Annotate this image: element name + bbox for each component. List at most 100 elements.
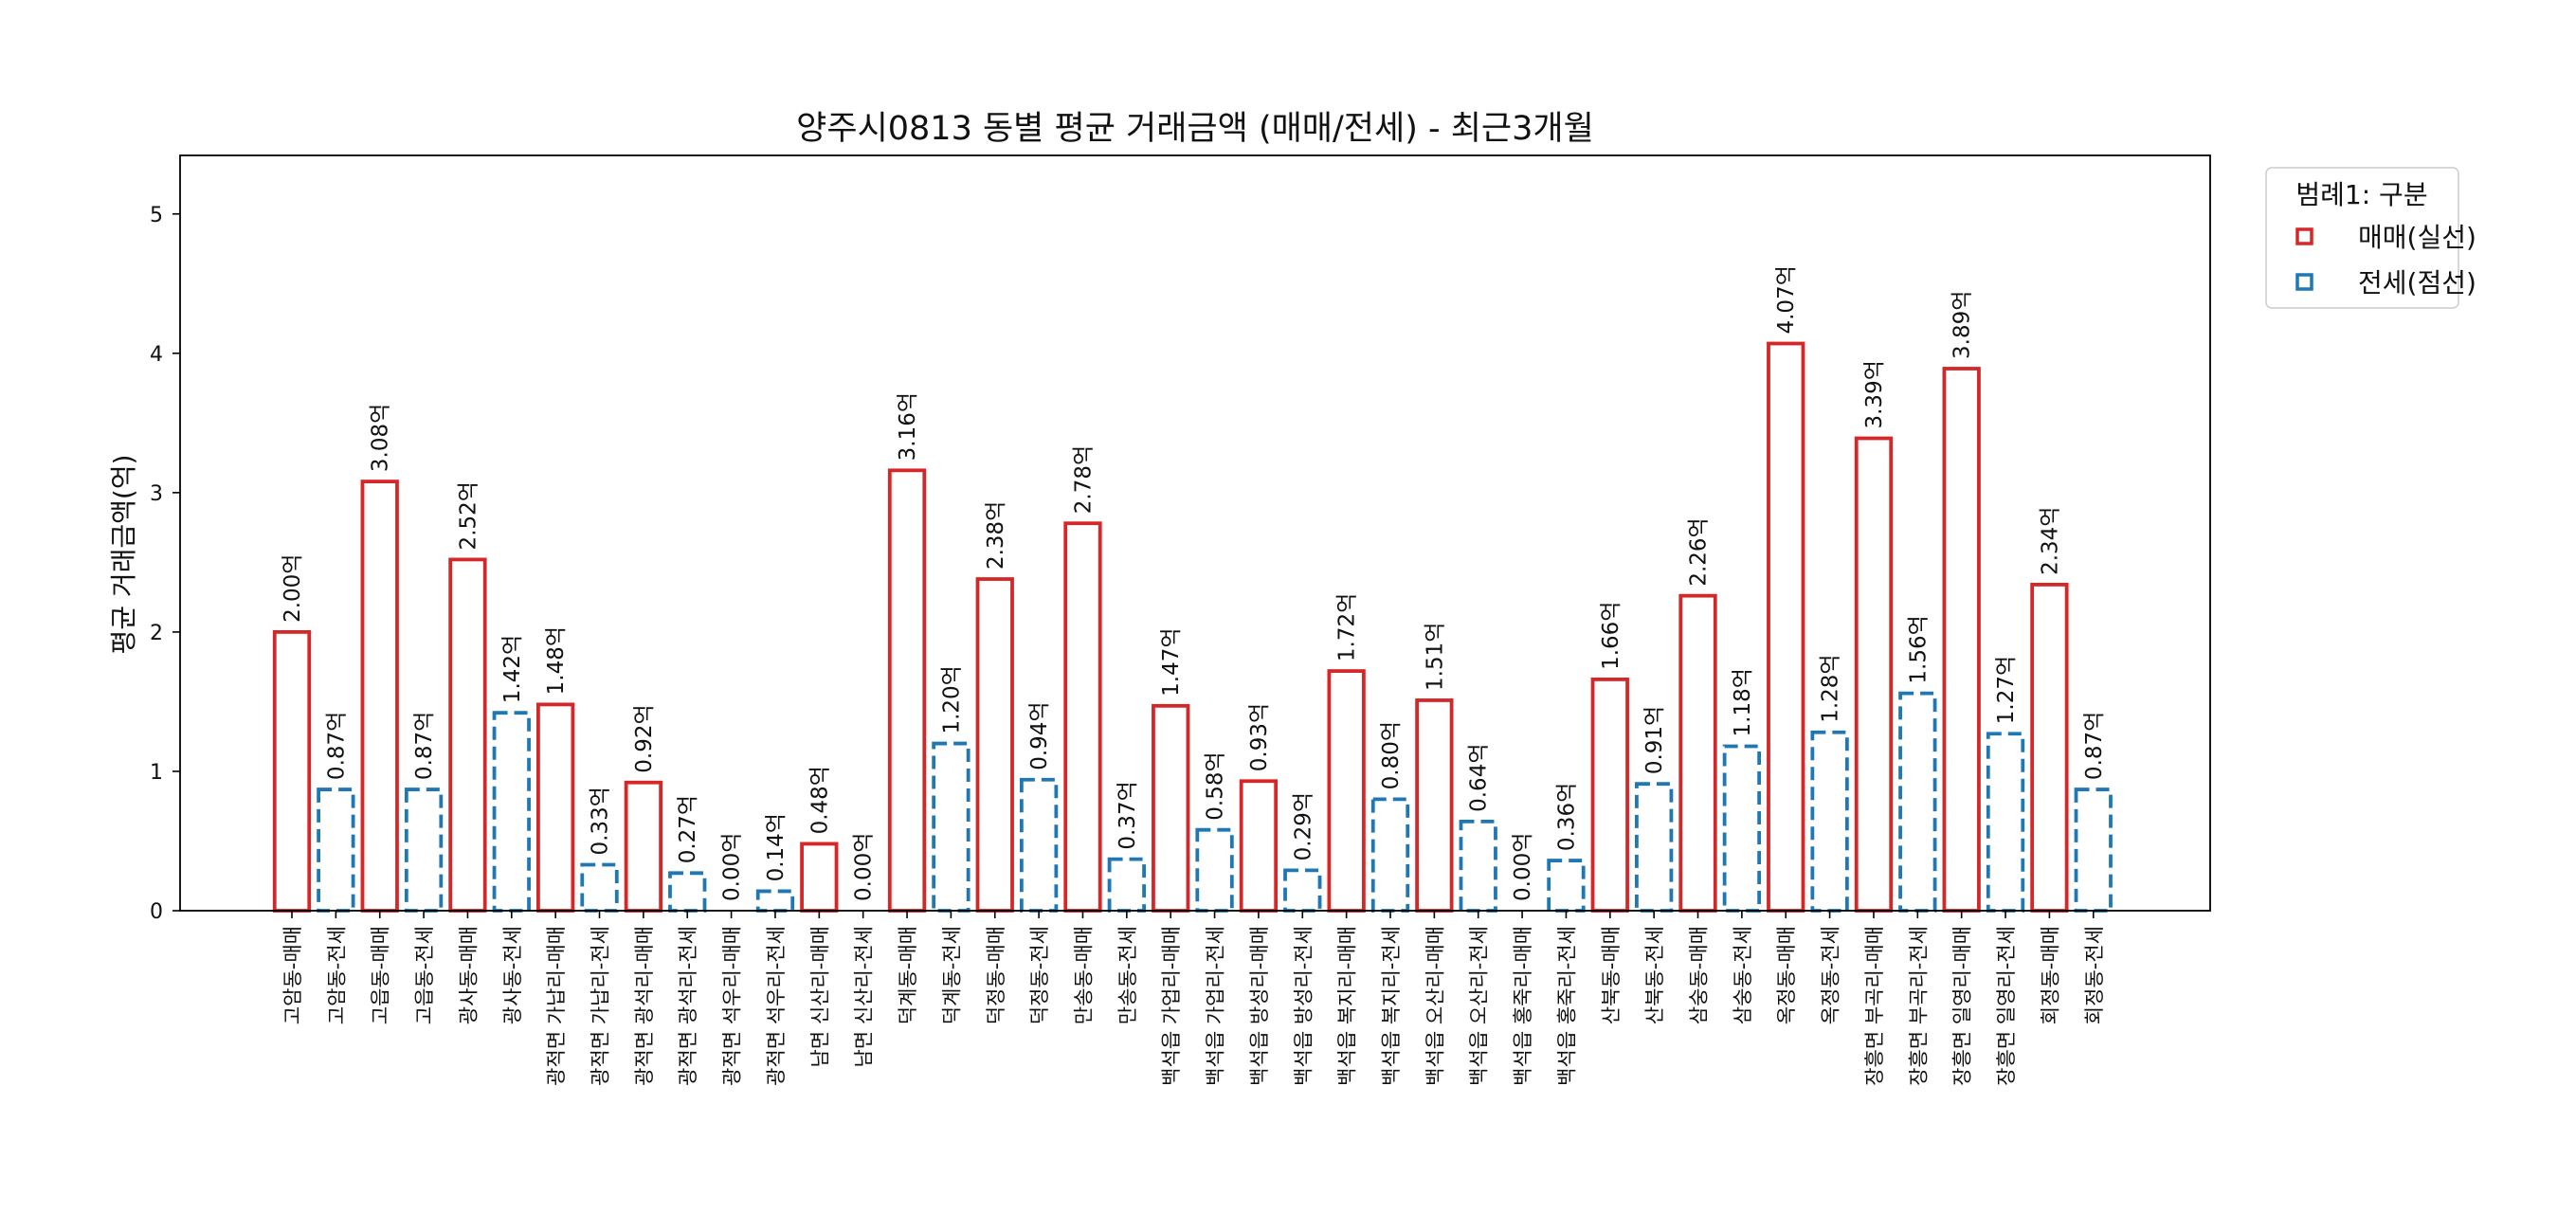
x-tick-label: 삼숭동-매매 [1688, 926, 1711, 1024]
y-tick-label: 1 [150, 761, 163, 785]
legend-title: 범례1: 구분 [2295, 179, 2427, 210]
x-tick-label: 덕정동-전세 [1028, 926, 1051, 1024]
legend: 범례1: 구분 매매(실선) 전세(점선) [2265, 167, 2476, 309]
bar-value-label: 2.78억 [1071, 445, 1096, 514]
x-tick-label: 광적면 광석리-전세 [677, 926, 699, 1086]
x-tick-label: 장흥면 일영리-매매 [1951, 926, 1974, 1086]
y-tick-label: 5 [150, 204, 163, 227]
x-tick-label: 백석읍 방성리-전세 [1292, 926, 1315, 1086]
x-tick-label: 장흥면 부곡리-전세 [1907, 926, 1930, 1086]
x-tick-label: 백석읍 방성리-매매 [1248, 926, 1271, 1086]
x-tick-label: 만송동-매매 [1072, 926, 1095, 1024]
bar-value-label: 0.87억 [2082, 712, 2107, 780]
bar-value-label: 0.94억 [1027, 701, 1052, 769]
x-tick-label: 덕정동-매매 [985, 926, 1007, 1024]
legend-box [2265, 167, 2459, 309]
x-tick-label: 회정동-매매 [2039, 926, 2061, 1024]
bar-value-label: 0.36억 [1554, 783, 1579, 851]
bar-value-label: 3.16억 [896, 392, 920, 461]
bar-value-label: 1.27억 [1994, 656, 2019, 724]
bar-value-label: 0.00억 [852, 833, 877, 901]
x-tick-label: 백석읍 홍죽리-전세 [1555, 926, 1578, 1086]
bar-value-label: 0.27억 [676, 795, 700, 863]
y-tick-label: 3 [150, 482, 163, 506]
x-tick-label: 덕계동-전세 [940, 926, 963, 1024]
x-tick-label: 광사동-매매 [457, 926, 480, 1024]
x-tick-label: 백석읍 가업리-전세 [1205, 926, 1227, 1086]
bar-jeonse [404, 788, 444, 913]
bar-value-label: 3.08억 [369, 404, 393, 472]
bar-value-label: 3.39억 [1862, 360, 1887, 428]
bar-value-label: 0.58억 [1204, 751, 1228, 820]
bar-value-label: 0.33억 [589, 787, 613, 855]
x-tick-label: 백석읍 복지리-전세 [1380, 926, 1403, 1086]
bar-value-label: 0.00억 [720, 833, 745, 901]
bar-value-label: 1.47억 [1159, 627, 1184, 696]
x-tick-label: 백석읍 오산리-전세 [1468, 926, 1491, 1086]
x-tick-label: 광적면 가납리-전세 [590, 926, 612, 1086]
bar-value-label: 2.26억 [1687, 517, 1712, 586]
bar-value-label: 0.29억 [1291, 792, 1315, 860]
x-tick-label: 삼숭동-전세 [1732, 926, 1754, 1024]
bar-value-label: 1.72억 [1335, 593, 1360, 661]
bar-value-label: 4.07억 [1774, 265, 1799, 334]
y-tick-label: 4 [150, 343, 163, 367]
x-tick-label: 백석읍 오산리-매매 [1424, 926, 1446, 1086]
bar-value-label: 1.48억 [544, 626, 569, 695]
chart-title: 양주시0813 동별 평균 거래금액 (매매/전세) - 최근3개월 [796, 110, 1594, 148]
x-tick-label: 회정동-전세 [2083, 926, 2106, 1024]
bar-value-label: 0.93억 [1247, 703, 1272, 771]
bar-jeonse [317, 788, 355, 913]
x-tick-label: 장흥면 일영리-전세 [1995, 926, 2018, 1086]
x-tick-label: 옥정동-매매 [1775, 926, 1798, 1024]
x-tick-label: 산북동-전세 [1643, 926, 1666, 1024]
bar-value-label: 0.00억 [1511, 833, 1535, 901]
y-tick-label: 2 [150, 622, 163, 645]
bar-value-label: 2.34억 [2038, 507, 2062, 575]
bar-jeonse [1195, 827, 1234, 913]
legend-label-jeonse: 전세(점선) [2358, 267, 2476, 299]
bar-value-label: 0.87억 [324, 712, 349, 780]
x-tick-label: 남면 신산리-전세 [853, 926, 876, 1068]
x-tick-label: 광적면 가납리-매매 [545, 926, 568, 1086]
bar-value-label: 1.28억 [1819, 654, 1843, 722]
x-tick-label: 광적면 석우리-전세 [765, 926, 788, 1086]
bar-value-label: 1.56억 [1906, 615, 1931, 683]
x-tick-label: 만송동-전세 [1116, 926, 1139, 1024]
y-axis-label: 평균 거래금액(억) [108, 454, 139, 654]
bar-value-label: 1.42억 [500, 635, 525, 703]
y-tick-label: 0 [150, 900, 163, 924]
bar-value-label: 0.80억 [1379, 721, 1404, 789]
bar-value-label: 1.66억 [1599, 602, 1624, 670]
x-tick-label: 남면 신산리-매매 [808, 926, 831, 1068]
legend-swatch-sale [2295, 227, 2313, 245]
x-tick-label: 광사동-전세 [501, 926, 524, 1024]
x-tick-label: 산북동-매매 [1600, 926, 1623, 1024]
bar-jeonse [2074, 788, 2113, 913]
x-tick-label: 백석읍 홍죽리-매매 [1512, 926, 1534, 1086]
legend-label-sale: 매매(실선) [2358, 222, 2476, 253]
x-tick-label: 광적면 석우리-매매 [721, 926, 744, 1086]
x-tick-label: 고읍동-매매 [370, 926, 392, 1024]
bar-value-label: 2.38억 [984, 501, 1008, 570]
bar-value-label: 1.18억 [1731, 668, 1755, 736]
x-tick-label: 고암동-전세 [325, 926, 348, 1024]
bar-value-label: 0.64억 [1467, 744, 1492, 812]
bar-value-label: 0.92억 [632, 704, 657, 772]
bar-value-label: 0.37억 [1116, 781, 1140, 849]
bar-jeonse [1635, 782, 1674, 913]
x-tick-label: 고읍동-전세 [413, 926, 436, 1024]
x-tick-label: 백석읍 가업리-매매 [1160, 926, 1183, 1086]
legend-swatch-jeonse [2295, 273, 2313, 291]
bar-value-label: 0.87억 [412, 712, 437, 780]
bar-value-label: 1.51억 [1423, 623, 1447, 691]
x-tick-label: 덕계동-매매 [897, 926, 919, 1024]
bar-value-label: 1.20억 [939, 665, 964, 733]
bar-value-label: 2.00억 [281, 554, 305, 623]
plot-frame [179, 154, 2211, 912]
x-tick-label: 광적면 광석리-매매 [633, 926, 656, 1086]
